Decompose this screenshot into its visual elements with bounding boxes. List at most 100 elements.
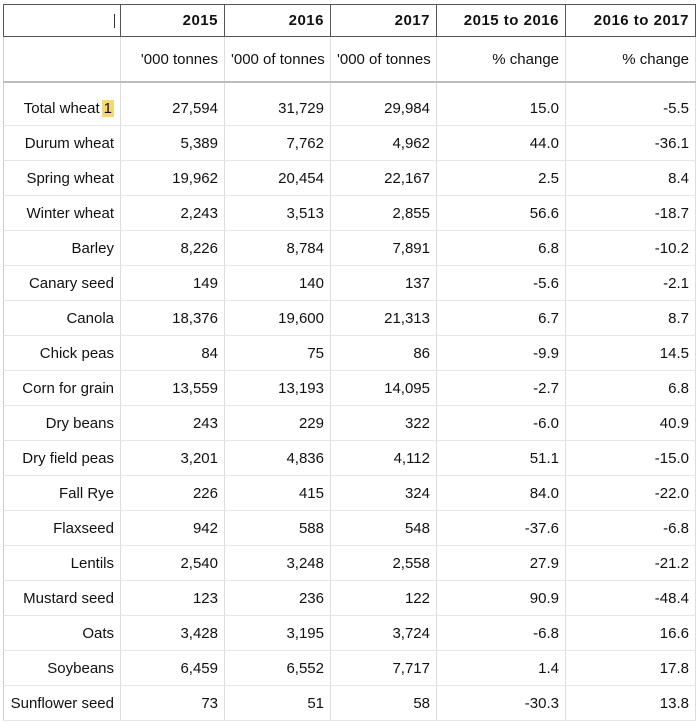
units-cell-crop[interactable] <box>3 36 121 83</box>
change-2016-2017-cell[interactable]: -10.2 <box>565 230 696 266</box>
change-2016-2017-cell[interactable]: -22.0 <box>565 475 696 511</box>
value-2016-cell[interactable]: 588 <box>224 510 331 546</box>
value-2016-cell[interactable]: 140 <box>224 265 331 301</box>
crop-name-cell[interactable]: Dry field peas <box>3 440 121 476</box>
change-2015-2016-cell[interactable]: 1.4 <box>436 650 566 686</box>
units-cell-2016[interactable]: '000 of tonnes <box>224 36 331 83</box>
change-2016-2017-cell[interactable]: -2.1 <box>565 265 696 301</box>
column-header-change-2015-2016[interactable]: 2015 to 2016 <box>436 4 566 37</box>
change-2016-2017-cell[interactable]: -18.7 <box>565 195 696 231</box>
value-2017-cell[interactable]: 58 <box>330 685 437 721</box>
crop-name-cell[interactable]: Fall Rye <box>3 475 121 511</box>
change-2016-2017-cell[interactable]: -6.8 <box>565 510 696 546</box>
crop-name-cell[interactable]: Chick peas <box>3 335 121 371</box>
change-2015-2016-cell[interactable]: 6.8 <box>436 230 566 266</box>
change-2015-2016-cell[interactable]: 51.1 <box>436 440 566 476</box>
crop-name-cell[interactable]: Durum wheat <box>3 125 121 161</box>
value-2015-cell[interactable]: 123 <box>120 580 225 616</box>
footnote-marker[interactable]: 1 <box>101 99 114 117</box>
value-2017-cell[interactable]: 22,167 <box>330 160 437 196</box>
crop-name-cell[interactable]: Winter wheat <box>3 195 121 231</box>
value-2016-cell[interactable]: 20,454 <box>224 160 331 196</box>
change-2016-2017-cell[interactable]: 13.8 <box>565 685 696 721</box>
value-2016-cell[interactable]: 13,193 <box>224 370 331 406</box>
value-2016-cell[interactable]: 7,762 <box>224 125 331 161</box>
change-2015-2016-cell[interactable]: -30.3 <box>436 685 566 721</box>
value-2015-cell[interactable]: 243 <box>120 405 225 441</box>
value-2016-cell[interactable]: 19,600 <box>224 300 331 336</box>
value-2015-cell[interactable]: 8,226 <box>120 230 225 266</box>
crop-name-cell[interactable]: Sunflower seed <box>3 685 121 721</box>
change-2015-2016-cell[interactable]: 6.7 <box>436 300 566 336</box>
crop-name-cell[interactable]: Dry beans <box>3 405 121 441</box>
change-2016-2017-cell[interactable]: -48.4 <box>565 580 696 616</box>
value-2016-cell[interactable]: 6,552 <box>224 650 331 686</box>
value-2017-cell[interactable]: 548 <box>330 510 437 546</box>
change-2015-2016-cell[interactable]: 44.0 <box>436 125 566 161</box>
value-2016-cell[interactable]: 3,513 <box>224 195 331 231</box>
value-2015-cell[interactable]: 13,559 <box>120 370 225 406</box>
value-2016-cell[interactable]: 8,784 <box>224 230 331 266</box>
change-2016-2017-cell[interactable]: 40.9 <box>565 405 696 441</box>
value-2016-cell[interactable]: 229 <box>224 405 331 441</box>
value-2017-cell[interactable]: 7,717 <box>330 650 437 686</box>
value-2015-cell[interactable]: 5,389 <box>120 125 225 161</box>
value-2017-cell[interactable]: 2,855 <box>330 195 437 231</box>
value-2015-cell[interactable]: 18,376 <box>120 300 225 336</box>
value-2015-cell[interactable]: 6,459 <box>120 650 225 686</box>
change-2016-2017-cell[interactable]: 8.4 <box>565 160 696 196</box>
units-cell-2015[interactable]: '000 tonnes <box>120 36 225 83</box>
change-2016-2017-cell[interactable]: -5.5 <box>565 82 696 126</box>
units-cell-2017[interactable]: '000 of tonnes <box>330 36 437 83</box>
value-2017-cell[interactable]: 324 <box>330 475 437 511</box>
change-2016-2017-cell[interactable]: 16.6 <box>565 615 696 651</box>
change-2015-2016-cell[interactable]: -2.7 <box>436 370 566 406</box>
value-2016-cell[interactable]: 236 <box>224 580 331 616</box>
change-2015-2016-cell[interactable]: 27.9 <box>436 545 566 581</box>
value-2017-cell[interactable]: 137 <box>330 265 437 301</box>
crop-name-cell[interactable]: Spring wheat <box>3 160 121 196</box>
value-2017-cell[interactable]: 2,558 <box>330 545 437 581</box>
column-header-2015[interactable]: 2015 <box>120 4 225 37</box>
value-2017-cell[interactable]: 14,095 <box>330 370 437 406</box>
value-2017-cell[interactable]: 29,984 <box>330 82 437 126</box>
change-2016-2017-cell[interactable]: -21.2 <box>565 545 696 581</box>
value-2016-cell[interactable]: 4,836 <box>224 440 331 476</box>
crop-name-cell[interactable]: Flaxseed <box>3 510 121 546</box>
change-2015-2016-cell[interactable]: -37.6 <box>436 510 566 546</box>
change-2016-2017-cell[interactable]: 14.5 <box>565 335 696 371</box>
crop-name-cell[interactable]: Lentils <box>3 545 121 581</box>
crop-name-cell[interactable]: Soybeans <box>3 650 121 686</box>
value-2015-cell[interactable]: 3,201 <box>120 440 225 476</box>
value-2017-cell[interactable]: 122 <box>330 580 437 616</box>
value-2017-cell[interactable]: 86 <box>330 335 437 371</box>
value-2015-cell[interactable]: 19,962 <box>120 160 225 196</box>
value-2017-cell[interactable]: 3,724 <box>330 615 437 651</box>
crop-name-cell[interactable]: Canola <box>3 300 121 336</box>
change-2016-2017-cell[interactable]: -15.0 <box>565 440 696 476</box>
value-2015-cell[interactable]: 3,428 <box>120 615 225 651</box>
column-header-change-2016-2017[interactable]: 2016 to 2017 <box>565 4 696 37</box>
value-2016-cell[interactable]: 75 <box>224 335 331 371</box>
units-cell-change-1[interactable]: % change <box>436 36 566 83</box>
value-2015-cell[interactable]: 942 <box>120 510 225 546</box>
value-2015-cell[interactable]: 149 <box>120 265 225 301</box>
crop-name-cell[interactable]: Corn for grain <box>3 370 121 406</box>
change-2016-2017-cell[interactable]: 6.8 <box>565 370 696 406</box>
value-2016-cell[interactable]: 415 <box>224 475 331 511</box>
value-2015-cell[interactable]: 73 <box>120 685 225 721</box>
units-cell-change-2[interactable]: % change <box>565 36 696 83</box>
value-2015-cell[interactable]: 27,594 <box>120 82 225 126</box>
change-2016-2017-cell[interactable]: 17.8 <box>565 650 696 686</box>
value-2015-cell[interactable]: 2,243 <box>120 195 225 231</box>
value-2016-cell[interactable]: 31,729 <box>224 82 331 126</box>
change-2016-2017-cell[interactable]: -36.1 <box>565 125 696 161</box>
value-2015-cell[interactable]: 84 <box>120 335 225 371</box>
value-2017-cell[interactable]: 4,112 <box>330 440 437 476</box>
value-2016-cell[interactable]: 3,195 <box>224 615 331 651</box>
change-2015-2016-cell[interactable]: 15.0 <box>436 82 566 126</box>
crop-name-cell[interactable]: Mustard seed <box>3 580 121 616</box>
value-2015-cell[interactable]: 226 <box>120 475 225 511</box>
change-2016-2017-cell[interactable]: 8.7 <box>565 300 696 336</box>
change-2015-2016-cell[interactable]: -6.8 <box>436 615 566 651</box>
